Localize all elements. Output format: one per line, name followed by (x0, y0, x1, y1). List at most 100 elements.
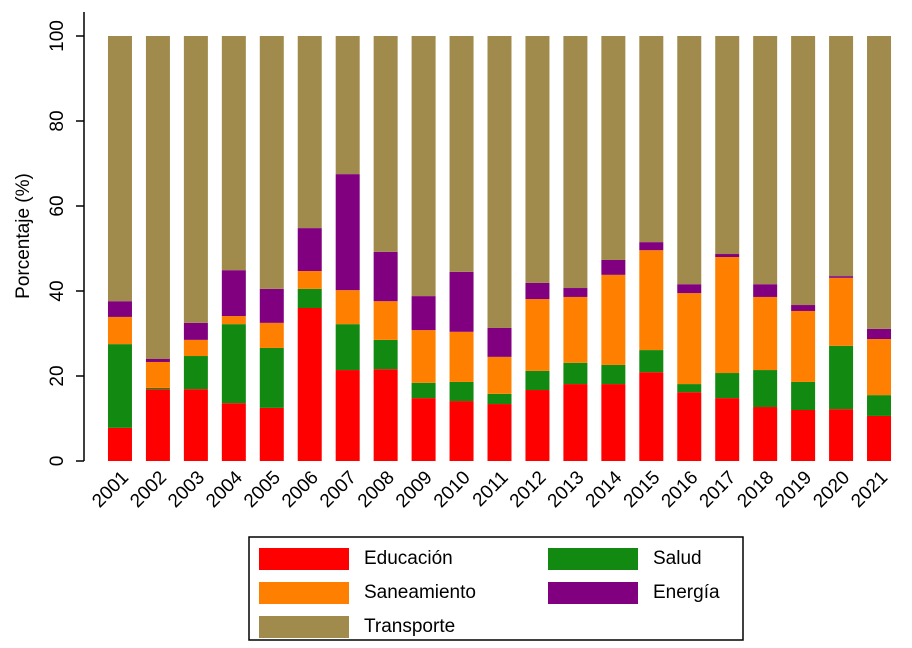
bar-segment (145, 389, 170, 461)
y-axis-label: Porcentaje (%) (13, 173, 34, 299)
bar-segment (183, 356, 208, 390)
bar-segment (829, 345, 854, 410)
bar-segment (487, 327, 512, 357)
bar-segment (335, 370, 360, 461)
bar-segment (677, 392, 702, 461)
bar-segment (107, 301, 132, 317)
bar-segment (563, 296, 588, 363)
bar-segment (335, 174, 360, 291)
bar-segment (259, 322, 284, 348)
bar-segment (753, 36, 778, 285)
bar-segment (867, 339, 892, 396)
x-tick-label: 2013 (544, 467, 589, 512)
bar-segment (373, 301, 398, 340)
bar-segment (411, 296, 436, 331)
bar-segment (449, 271, 474, 332)
bar-segment (791, 410, 816, 461)
bar-segment (373, 36, 398, 252)
bar-segment (449, 381, 474, 402)
x-tick-label: 2018 (734, 467, 779, 512)
bar-segment (183, 389, 208, 461)
y-tick-label: 80 (47, 110, 68, 131)
legend-label: Educación (364, 548, 453, 569)
bar-segment (829, 277, 854, 346)
x-tick-label: 2010 (430, 467, 475, 512)
bar-segment (259, 288, 284, 323)
x-tick-label: 2003 (164, 467, 209, 512)
bar-segment (297, 228, 322, 272)
x-tick-label: 2016 (658, 467, 703, 512)
y-tick-label: 100 (47, 20, 68, 52)
y-tick-label: 0 (47, 456, 68, 467)
bar-segment (411, 398, 436, 461)
bar-segment (145, 387, 170, 390)
bar-segment (297, 288, 322, 308)
x-tick-label: 2020 (809, 467, 854, 512)
bar-segment (677, 384, 702, 393)
bar-segment (601, 364, 626, 385)
legend-swatch (548, 548, 638, 570)
bar-segment (525, 299, 550, 371)
bar-segment (411, 36, 436, 297)
bar-segment (145, 36, 170, 359)
bar-segment (829, 36, 854, 277)
bar-segment (373, 251, 398, 302)
y-tick-label: 40 (47, 280, 68, 301)
bar-segment (601, 259, 626, 275)
bar-segment (373, 369, 398, 461)
bar-segment (867, 415, 892, 461)
bar-segment (791, 381, 816, 410)
bar-segment (411, 330, 436, 383)
bar-segment (715, 36, 740, 255)
x-tick-label: 2004 (202, 467, 247, 512)
bar-segment (221, 316, 246, 325)
bar-segment (525, 370, 550, 391)
x-tick-label: 2021 (847, 467, 892, 512)
bar-segment (753, 284, 778, 297)
bar-segment (639, 350, 664, 373)
x-tick-label: 2014 (582, 467, 627, 512)
bar-segment (297, 36, 322, 229)
bar-segment (107, 427, 132, 461)
legend-swatch (259, 548, 349, 570)
bar-segment (601, 36, 626, 260)
bar-segment (487, 404, 512, 461)
legend-label: Salud (653, 548, 702, 569)
x-tick-label: 2008 (354, 467, 399, 512)
bar-segment (677, 36, 702, 285)
bar-segment (297, 271, 322, 289)
bar-segment (297, 308, 322, 461)
bar-segment (639, 36, 664, 243)
bar-segment (487, 356, 512, 394)
bar-segment (753, 370, 778, 408)
legend-label: Energía (653, 582, 720, 603)
bar-segment (525, 282, 550, 300)
x-tick-label: 2001 (88, 467, 133, 512)
bar-segment (677, 284, 702, 294)
bar-segment (449, 331, 474, 382)
bar-segment (145, 361, 170, 388)
x-tick-label: 2007 (316, 467, 361, 512)
bar-segment (107, 316, 132, 345)
bar-segment (373, 339, 398, 370)
bar-segment (449, 401, 474, 461)
bar-segment (867, 328, 892, 340)
legend-swatch (259, 582, 349, 604)
bar-segment (221, 324, 246, 404)
bar-segment (677, 293, 702, 385)
x-tick-label: 2009 (392, 467, 437, 512)
x-tick-label: 2017 (696, 467, 741, 512)
bar-segment (829, 276, 854, 278)
bar-segment (411, 382, 436, 399)
bar-segment (791, 310, 816, 382)
bar-segment (183, 36, 208, 323)
bar-segment (791, 305, 816, 311)
bar-segment (259, 347, 284, 408)
bar-segment (715, 373, 740, 399)
legend-label: Saneamiento (364, 582, 476, 603)
legend-swatch (259, 616, 349, 638)
bar-segment (335, 324, 360, 371)
bar-segment (221, 270, 246, 317)
y-tick-label: 20 (47, 365, 68, 386)
